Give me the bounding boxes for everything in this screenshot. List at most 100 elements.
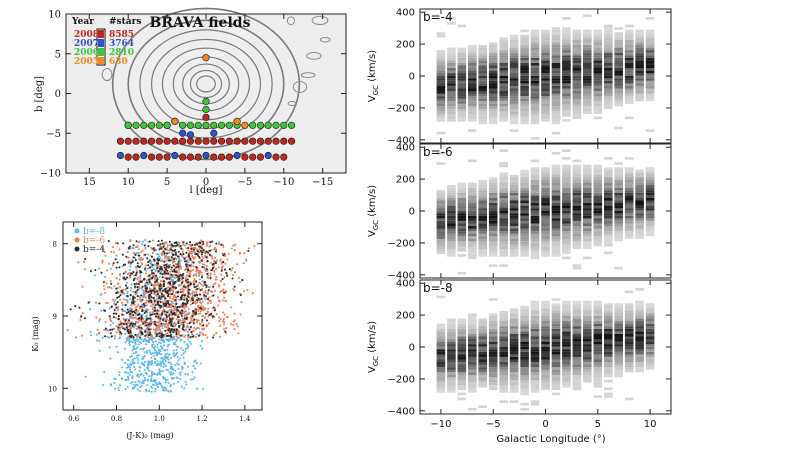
velocity-cell xyxy=(562,88,571,91)
velocity-cell xyxy=(551,50,561,53)
velocity-cell xyxy=(499,205,508,209)
velocity-cell xyxy=(530,241,540,244)
velocity-cell xyxy=(583,60,592,63)
velocity-cell xyxy=(530,208,540,211)
velocity-cell xyxy=(530,187,540,191)
field-point-2008 xyxy=(225,153,233,161)
cmd-point xyxy=(117,386,120,389)
x-tick-label: 1.0 xyxy=(154,415,165,423)
velocity-cell xyxy=(614,180,623,183)
cmd-point xyxy=(212,285,215,288)
cmd-point xyxy=(113,327,116,330)
y-tick-label: 0 xyxy=(409,72,415,83)
field-point-2005 xyxy=(171,117,179,125)
cmd-point xyxy=(222,323,226,326)
cmd-point xyxy=(114,298,117,301)
velocity-cell xyxy=(572,349,582,352)
cmd-point xyxy=(177,325,181,328)
velocity-cell xyxy=(614,39,623,43)
cmd-point xyxy=(144,321,147,324)
velocity-cell xyxy=(468,359,477,362)
velocity-cell xyxy=(457,210,467,214)
velocity-cell xyxy=(447,57,456,61)
velocity-cell xyxy=(604,341,613,345)
velocity-cell xyxy=(520,215,529,219)
velocity-cell xyxy=(562,364,571,368)
velocity-cell xyxy=(541,349,550,352)
velocity-cell xyxy=(478,106,487,109)
cmd-point xyxy=(174,343,177,346)
cmd-point xyxy=(161,273,164,276)
field-point-2008 xyxy=(233,137,241,145)
cmd-point xyxy=(175,339,178,342)
cmd-point xyxy=(150,334,153,337)
cmd-point xyxy=(127,335,130,338)
cmd-point xyxy=(166,248,169,251)
velocity-cell xyxy=(520,50,529,53)
cmd-point xyxy=(159,300,162,304)
cmd-point xyxy=(196,319,199,322)
velocity-cell xyxy=(478,223,487,226)
cmd-point xyxy=(187,345,190,348)
velocity-cell xyxy=(530,85,540,89)
field-point-2006 xyxy=(272,121,280,129)
cmd-point xyxy=(175,311,178,314)
velocity-cell xyxy=(593,310,603,314)
cmd-point xyxy=(124,284,128,287)
velocity-cell xyxy=(583,374,592,378)
velocity-cell xyxy=(562,205,571,209)
cmd-point xyxy=(98,349,101,352)
velocity-cell xyxy=(447,238,456,242)
cmd-point xyxy=(132,297,135,300)
cmd-point xyxy=(199,245,202,248)
velocity-cell xyxy=(604,233,613,237)
velocity-cell xyxy=(541,374,550,378)
velocity-cell xyxy=(499,236,508,239)
velocity-cell xyxy=(551,187,561,191)
velocity-cell xyxy=(572,32,582,35)
cmd-point xyxy=(108,286,111,289)
velocity-cell xyxy=(530,159,540,163)
velocity-cell xyxy=(488,254,498,257)
velocity-cell xyxy=(457,208,467,211)
velocity-cell xyxy=(624,98,634,102)
brava-plot-background xyxy=(66,14,346,173)
velocity-cell xyxy=(520,47,529,51)
velocity-cell xyxy=(562,215,571,219)
cmd-point xyxy=(103,328,106,331)
velocity-cell xyxy=(509,251,519,255)
cmd-point xyxy=(147,360,150,363)
cmd-point xyxy=(200,276,204,279)
cmd-point xyxy=(160,293,164,296)
cmd-point xyxy=(200,283,203,286)
velocity-cell xyxy=(468,45,477,48)
cmd-point xyxy=(203,268,206,271)
velocity-cell xyxy=(551,251,561,255)
cmd-point xyxy=(128,245,131,248)
cmd-point xyxy=(154,304,157,307)
velocity-cell xyxy=(562,313,571,317)
field-point-2008 xyxy=(210,153,218,161)
velocity-cell xyxy=(551,328,561,332)
cmd-point xyxy=(121,265,124,268)
velocity-cell xyxy=(614,62,623,66)
cmd-point xyxy=(200,253,203,256)
cmd-x-label: (J-K)₀ (mag) xyxy=(126,431,174,440)
velocity-cell xyxy=(572,246,582,249)
velocity-cell xyxy=(593,78,603,81)
cmd-point xyxy=(160,295,163,298)
velocity-cell xyxy=(457,91,467,94)
cmd-point xyxy=(120,377,123,380)
velocity-cell xyxy=(436,60,446,63)
velocity-cell xyxy=(562,341,571,345)
velocity-cell xyxy=(457,374,467,378)
cmd-point xyxy=(189,325,192,329)
velocity-cell xyxy=(593,215,603,219)
velocity-cell xyxy=(468,390,477,393)
velocity-cell xyxy=(593,80,603,84)
cmd-point xyxy=(154,315,157,318)
velocity-cell xyxy=(499,185,508,188)
cmd-point xyxy=(166,300,169,303)
velocity-cell xyxy=(635,37,644,40)
velocity-cell xyxy=(583,182,592,186)
